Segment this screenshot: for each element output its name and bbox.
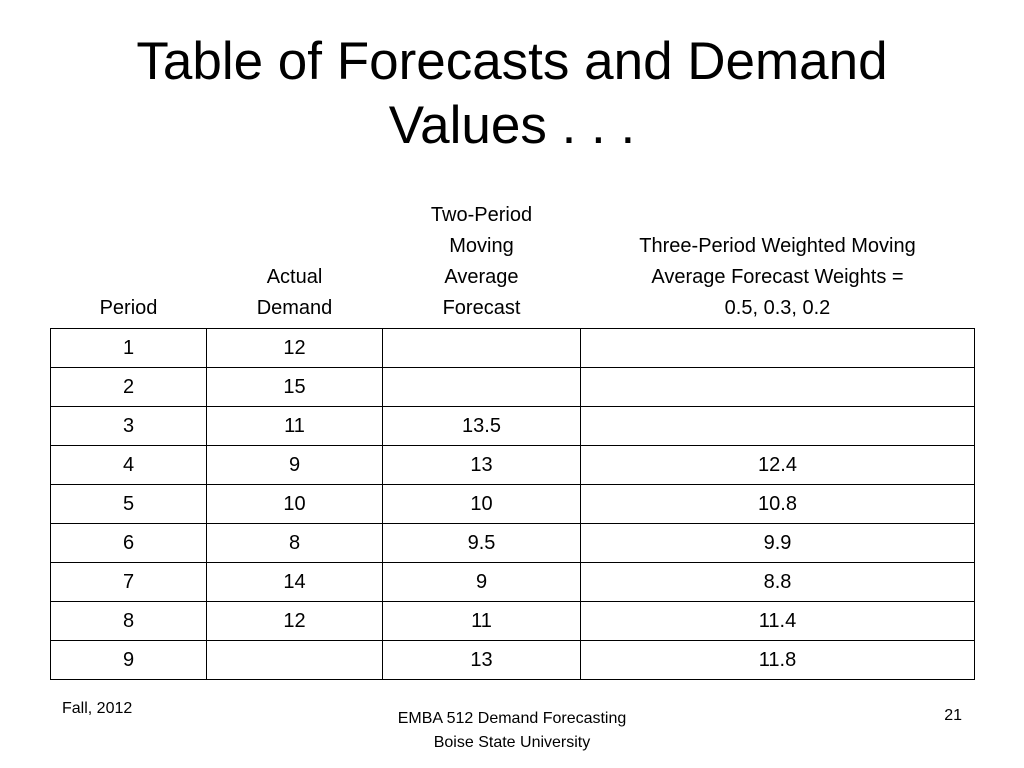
- cell-period: 9: [50, 640, 207, 680]
- table-row: 9 13 11.8: [50, 640, 975, 680]
- cell-period: 5: [50, 484, 207, 524]
- header-period: Period: [99, 297, 158, 319]
- cell-actual-demand: 12: [206, 328, 383, 368]
- cell-two-period-ma: [382, 328, 581, 368]
- cell-period: 2: [50, 367, 207, 407]
- cell-period: 3: [50, 406, 207, 446]
- cell-actual-demand: 15: [206, 367, 383, 407]
- cell-three-period-wma: 11.8: [580, 640, 975, 680]
- cell-three-period-wma: 8.8: [580, 562, 975, 602]
- footer-date: Fall, 2012: [62, 700, 133, 717]
- cell-two-period-ma: 10: [382, 484, 581, 524]
- cell-actual-demand: 8: [206, 523, 383, 563]
- cell-three-period-wma: 12.4: [580, 445, 975, 485]
- cell-three-period-wma: 10.8: [580, 484, 975, 524]
- table-row: 4 9 13 12.4: [50, 445, 975, 485]
- cell-three-period-wma: 9.9: [580, 523, 975, 563]
- cell-period: 7: [50, 562, 207, 602]
- cell-two-period-ma: 9: [382, 562, 581, 602]
- forecast-table: Period Actual Demand Two-Period Moving A…: [50, 200, 975, 680]
- slide-title: Table of Forecasts and Demand Values . .…: [0, 30, 1024, 158]
- cell-three-period-wma: 11.4: [580, 601, 975, 641]
- cell-actual-demand: 14: [206, 562, 383, 602]
- cell-period: 6: [50, 523, 207, 563]
- header-actual-demand: Actual Demand: [256, 266, 333, 319]
- table-row: 6 8 9.5 9.9: [50, 523, 975, 563]
- header-three-period-wma: Three-Period Weighted Moving Average For…: [639, 235, 916, 319]
- footer-course-line-2: Boise State University: [433, 734, 591, 751]
- cell-three-period-wma: [580, 406, 975, 446]
- footer-course: EMBA 512 Demand Forecasting Boise State …: [312, 707, 712, 755]
- forecast-table-container: Period Actual Demand Two-Period Moving A…: [50, 200, 975, 680]
- table-row: 1 12: [50, 328, 975, 368]
- title-line-1: Table of Forecasts and Demand: [136, 32, 888, 91]
- cell-actual-demand: 11: [206, 406, 383, 446]
- cell-two-period-ma: 11: [382, 601, 581, 641]
- cell-period: 8: [50, 601, 207, 641]
- cell-period: 4: [50, 445, 207, 485]
- table-row: 8 12 11 11.4: [50, 601, 975, 641]
- cell-actual-demand: [206, 640, 383, 680]
- slide-number: 21: [944, 707, 962, 724]
- table-row: 3 11 13.5: [50, 406, 975, 446]
- title-line-2: Values . . .: [388, 96, 636, 155]
- table-row: 2 15: [50, 367, 975, 407]
- cell-actual-demand: 10: [206, 484, 383, 524]
- cell-two-period-ma: 9.5: [382, 523, 581, 563]
- cell-two-period-ma: [382, 367, 581, 407]
- cell-two-period-ma: 13: [382, 640, 581, 680]
- cell-three-period-wma: [580, 367, 975, 407]
- cell-three-period-wma: [580, 328, 975, 368]
- cell-actual-demand: 12: [206, 601, 383, 641]
- cell-two-period-ma: 13.5: [382, 406, 581, 446]
- table-header-row: Period Actual Demand Two-Period Moving A…: [51, 200, 975, 329]
- footer-course-line-1: EMBA 512 Demand Forecasting: [397, 710, 627, 727]
- table-row: 5 10 10 10.8: [50, 484, 975, 524]
- cell-period: 1: [50, 328, 207, 368]
- cell-actual-demand: 9: [206, 445, 383, 485]
- cell-two-period-ma: 13: [382, 445, 581, 485]
- table-row: 7 14 9 8.8: [50, 562, 975, 602]
- header-two-period-ma: Two-Period Moving Average Forecast: [430, 204, 533, 319]
